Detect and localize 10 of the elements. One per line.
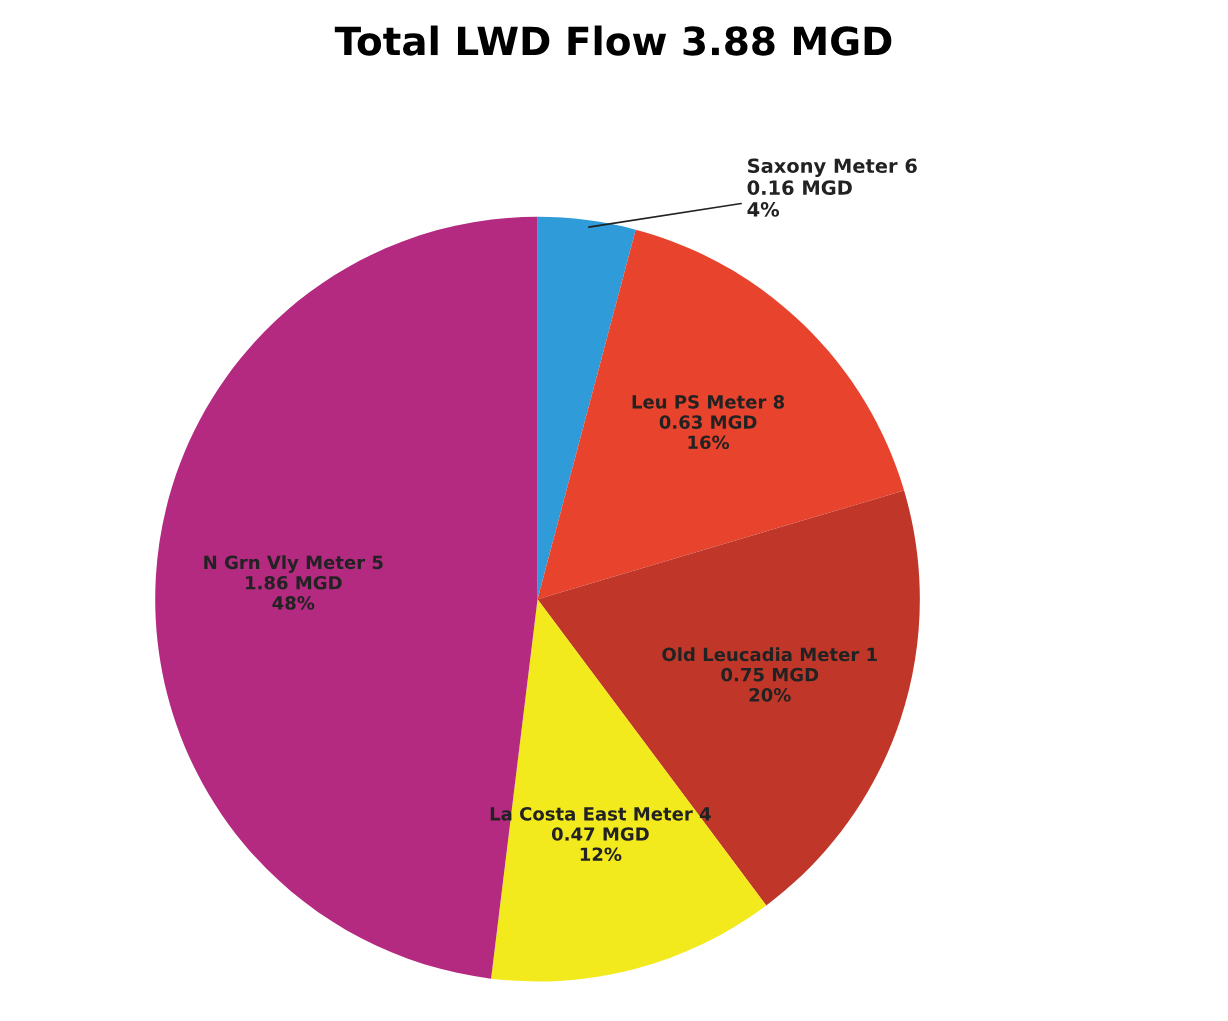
chart-title: Total LWD Flow 3.88 MGD xyxy=(334,25,892,56)
slice-label: Old Leucadia Meter 1 xyxy=(662,647,877,662)
slice-label: N Grn Vly Meter 5 xyxy=(204,555,383,573)
data-label: 0.75 MGD 20% xyxy=(721,667,819,702)
slice-label: Leu PS Meter 8 xyxy=(632,395,785,409)
data-label: 1.86 MGD 48% xyxy=(246,575,342,610)
data-label: 0.47 MGD 12% xyxy=(551,827,649,862)
data-label: 0.16 MGD 4% xyxy=(747,180,852,217)
data-label: 0.63 MGD 16% xyxy=(659,415,757,450)
slice-label: Saxony Meter 6 xyxy=(748,158,917,177)
